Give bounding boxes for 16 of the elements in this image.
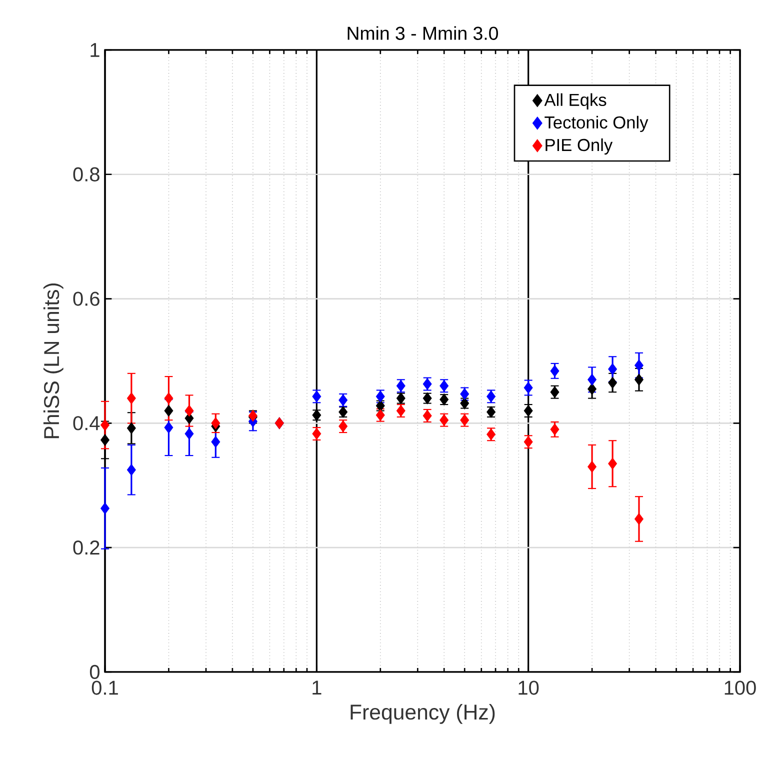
legend-label: Tectonic Only [544, 116, 648, 132]
x-tick-label: 100 [724, 680, 756, 695]
x-tick-label: 1 [312, 680, 322, 694]
x-axis-title: Frequency (Hz) [350, 704, 495, 724]
y-axis-title: PhiSS (LN units) [43, 284, 64, 438]
y-tick-label: 1 [90, 43, 100, 57]
y-tick-label: 0 [90, 664, 100, 680]
x-tick-label: 0.1 [92, 680, 118, 695]
x-tick-label: 10 [518, 680, 539, 695]
y-tick-label: 0.2 [73, 540, 100, 555]
y-tick-label: 0.8 [73, 167, 100, 182]
y-tick-label: 0.4 [73, 416, 100, 430]
chart-title: Nmin 3 - Mmin 3.0 [348, 26, 498, 40]
y-tick-label: 0.6 [73, 292, 100, 306]
legend-label: All Eqks [544, 93, 606, 110]
legend-label: PIE Only [546, 138, 613, 155]
